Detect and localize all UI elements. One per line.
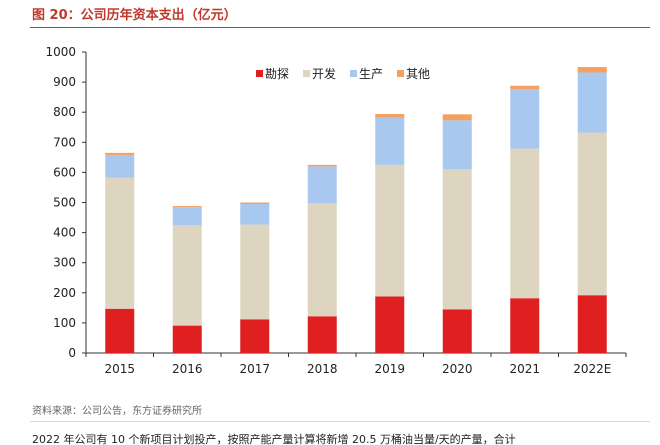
bar-segment-2021-其他: [510, 85, 540, 90]
bar-segment-2016-其他: [172, 206, 202, 208]
legend-swatch-开发: [303, 70, 310, 77]
y-tick-label: 600: [53, 165, 76, 179]
x-tick-label: 2021: [509, 362, 540, 376]
bar-segment-2015-开发: [105, 177, 135, 309]
bar-segment-2016-生产: [172, 207, 202, 226]
bar-segment-2021-勘探: [510, 298, 540, 353]
x-tick-label: 2017: [239, 362, 270, 376]
bar-segment-2019-其他: [375, 114, 405, 118]
legend-label-其他: 其他: [406, 67, 430, 81]
x-tick-label: 2016: [172, 362, 203, 376]
x-tick-label: 2022E: [573, 362, 611, 376]
bar-segment-2020-勘探: [442, 309, 472, 353]
bar-segment-2017-生产: [240, 204, 270, 225]
y-tick-label: 500: [53, 196, 76, 210]
y-tick-label: 900: [53, 75, 76, 89]
legend-swatch-勘探: [256, 70, 263, 77]
bar-segment-2022E-其他: [577, 67, 607, 73]
bar-segment-2022E-开发: [577, 132, 607, 296]
legend-swatch-生产: [350, 70, 357, 77]
y-tick-label: 0: [68, 346, 76, 360]
bar-segment-2015-勘探: [105, 308, 135, 353]
legend: 勘探 开发 生产 其他: [256, 66, 430, 81]
bar-segment-2018-开发: [307, 203, 337, 317]
bar-segment-2021-生产: [510, 89, 540, 149]
bar-segment-2016-勘探: [172, 325, 202, 353]
y-tick-label: 800: [53, 105, 76, 119]
bar-segment-2018-生产: [307, 166, 337, 204]
x-tick-label: 2015: [104, 362, 135, 376]
bar-segment-2019-生产: [375, 117, 405, 165]
figure-title: 图 20：公司历年资本支出（亿元）: [32, 8, 237, 23]
bar-segment-2021-开发: [510, 148, 540, 299]
bar-segment-2019-开发: [375, 164, 405, 297]
bar-segment-2016-开发: [172, 225, 202, 326]
y-tick-label: 1000: [45, 45, 76, 59]
y-tick-label: 700: [53, 135, 76, 149]
y-tick-label: 300: [53, 256, 76, 270]
bar-segment-2017-其他: [240, 202, 270, 205]
source-note: 资料来源：公司公告，东方证券研究所: [32, 406, 202, 417]
legend-swatch-其他: [397, 70, 404, 77]
title-rule: [30, 27, 650, 28]
x-tick-label: 2020: [442, 362, 473, 376]
x-axis: 2015 2016 2017 2018 2019 2020 2021 2022E: [85, 352, 627, 376]
y-tick-label: 200: [53, 286, 76, 300]
bar-segment-2020-开发: [442, 169, 472, 310]
legend-label-勘探: 勘探: [265, 67, 289, 81]
bar-segment-2022E-勘探: [577, 295, 607, 353]
legend-label-生产: 生产: [359, 67, 383, 81]
legend-label-开发: 开发: [312, 66, 336, 81]
bar-segment-2018-其他: [307, 164, 337, 167]
x-tick-label: 2019: [374, 362, 405, 376]
bar-segment-2015-生产: [105, 154, 135, 178]
bar-segment-2022E-生产: [577, 72, 607, 133]
bar-segment-2018-勘探: [307, 316, 337, 353]
bottom-rule: [30, 421, 650, 422]
bars: [105, 67, 607, 353]
y-axis: 0 100 200 300 400 500 600 700 800 900 1000: [45, 45, 87, 360]
bar-segment-2017-勘探: [240, 319, 270, 353]
x-tick-label: 2018: [307, 362, 338, 376]
bar-segment-2017-开发: [240, 224, 270, 320]
bar-segment-2019-勘探: [375, 296, 405, 353]
bar-segment-2020-其他: [442, 114, 472, 121]
bar-segment-2015-其他: [105, 152, 135, 155]
bar-segment-2020-生产: [442, 120, 472, 170]
body-text-truncated: 2022 年公司有 10 个新项目计划投产，按照产能产量计算将新增 20.5 万…: [32, 433, 516, 445]
y-tick-label: 400: [53, 226, 76, 240]
y-tick-label: 100: [53, 316, 76, 330]
